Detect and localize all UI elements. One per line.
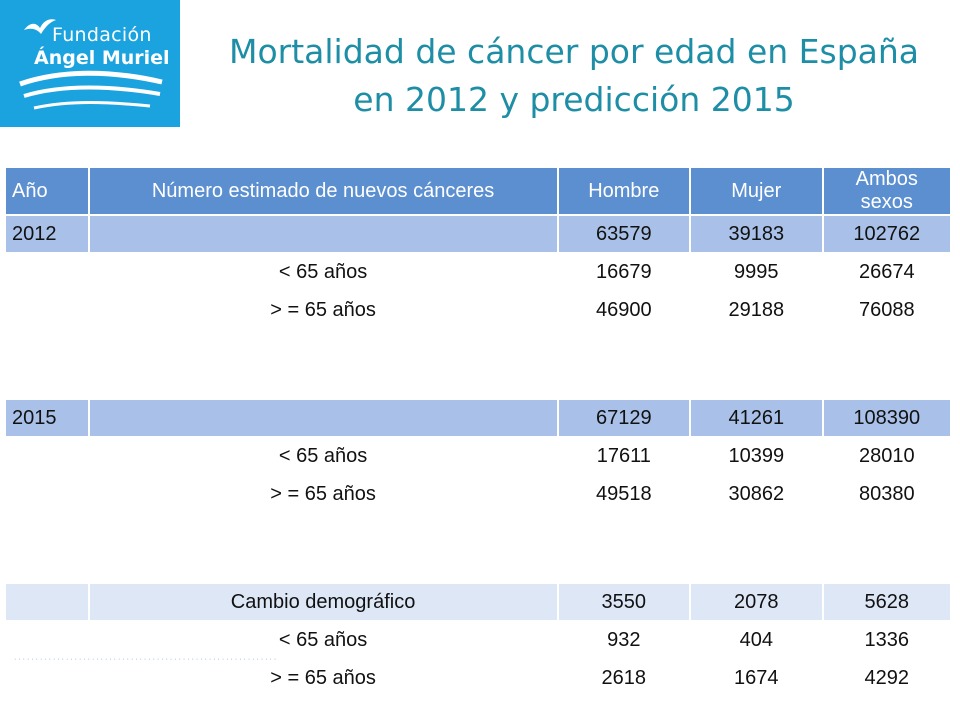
- table-row-2012-lt65: < 65 años 16679 9995 26674: [6, 254, 950, 290]
- ambos-cell: 5628: [823, 584, 950, 620]
- title-line1: Mortalidad de cáncer por edad en España: [228, 32, 920, 71]
- hombre-cell: 17611: [596, 444, 651, 467]
- table-row-2012-ge65: > = 65 años 46900 29188 76088: [6, 292, 950, 328]
- mujer-cell: 404: [739, 628, 773, 651]
- source-footnote: ········································…: [14, 656, 279, 663]
- table-row-cambio-lt65: < 65 años 932 404 1336: [6, 622, 950, 658]
- ambos-cell: 76088: [858, 298, 915, 321]
- age-label: < 65 años: [278, 628, 368, 651]
- age-label: > = 65 años: [270, 482, 376, 505]
- mujer-cell: 9995: [734, 260, 779, 283]
- ambos-cell: 26674: [858, 260, 915, 283]
- table-row-2015-ge65: > = 65 años 49518 30862 80380: [6, 476, 950, 512]
- wave-icon: [19, 70, 163, 110]
- header-mujer: Mujer: [691, 168, 822, 214]
- spacer-row: [6, 514, 950, 582]
- table-row-2015: 2015 67129 41261 108390: [6, 400, 950, 436]
- hombre-cell: 67129: [558, 400, 690, 436]
- label-cell: [89, 400, 557, 436]
- mujer-cell: 10399: [728, 444, 785, 467]
- cancer-table: Año Número estimado de nuevos cánceres H…: [4, 166, 952, 698]
- mujer-cell: 1674: [734, 666, 779, 689]
- table-row-2012: 2012 63579 39183 102762: [6, 216, 950, 252]
- year-cell: 2012: [6, 216, 88, 252]
- age-label: < 65 años: [278, 444, 368, 467]
- hombre-cell: 63579: [558, 216, 690, 252]
- table-row-cambio: Cambio demográfico 3550 2078 5628: [6, 584, 950, 620]
- logo-line1: Fundación: [52, 24, 152, 46]
- hombre-cell: 49518: [595, 482, 652, 505]
- seagull-icon: [24, 19, 56, 34]
- cambio-label: Cambio demográfico: [89, 584, 557, 620]
- age-label: > = 65 años: [270, 666, 376, 689]
- header-ambos: Ambos sexos: [823, 168, 950, 214]
- ambos-cell: 28010: [858, 444, 915, 467]
- ambos-cell: 102762: [823, 216, 950, 252]
- ambos-cell: 80380: [858, 482, 915, 505]
- page-title: Mortalidad de cáncer por edad en España …: [196, 28, 952, 124]
- mujer-cell: 29188: [728, 298, 785, 321]
- header-hombre: Hombre: [558, 168, 690, 214]
- hombre-cell: 932: [607, 628, 641, 651]
- hombre-cell: 3550: [558, 584, 690, 620]
- ambos-cell: 108390: [823, 400, 950, 436]
- header-numero: Número estimado de nuevos cánceres: [89, 168, 557, 214]
- table-row-cambio-ge65: > = 65 años 2618 1674 4292: [6, 660, 950, 696]
- ambos-cell: 4292: [864, 666, 910, 689]
- mujer-cell: 39183: [691, 216, 822, 252]
- hombre-cell: 46900: [595, 298, 652, 321]
- table-row-2015-lt65: < 65 años 17611 10399 28010: [6, 438, 950, 474]
- year-cell: 2015: [6, 400, 88, 436]
- label-cell: [89, 216, 557, 252]
- table-header-row: Año Número estimado de nuevos cánceres H…: [6, 168, 950, 214]
- mujer-cell: 30862: [728, 482, 785, 505]
- mujer-cell: 2078: [691, 584, 822, 620]
- ambos-cell: 1336: [864, 628, 910, 651]
- year-cell: [6, 584, 88, 620]
- mujer-cell: 41261: [691, 400, 822, 436]
- hombre-cell: 2618: [601, 666, 647, 689]
- fundacion-logo: Fundación Ángel Muriel: [0, 0, 180, 127]
- hombre-cell: 16679: [595, 260, 652, 283]
- header-ano: Año: [6, 168, 88, 214]
- spacer-row: [6, 330, 950, 398]
- age-label: > = 65 años: [270, 298, 376, 321]
- logo-line2: Ángel Muriel: [34, 47, 170, 69]
- title-line2: en 2012 y predicción 2015: [353, 80, 795, 119]
- age-label: < 65 años: [278, 260, 368, 283]
